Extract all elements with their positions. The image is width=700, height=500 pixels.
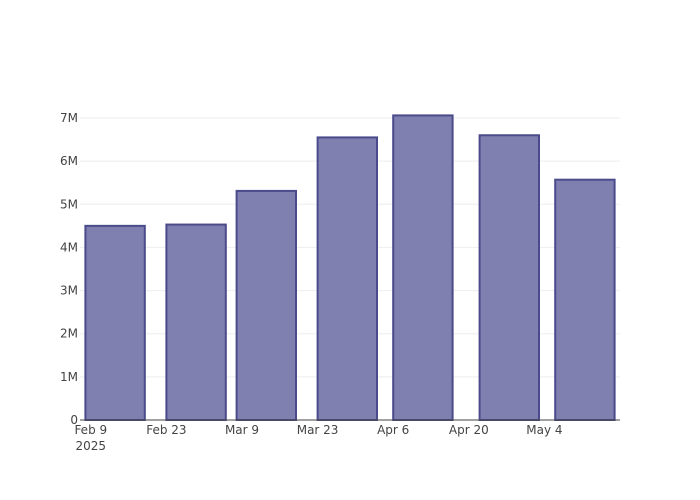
y-tick-label: 2M — [60, 327, 78, 341]
y-tick-label: 6M — [60, 154, 78, 168]
y-tick-label: 3M — [60, 284, 78, 298]
y-axis-ticks: 0 1M 2M 3M 4M 5M 6M 7M — [60, 111, 78, 427]
x-tick-label: Mar 9 — [225, 423, 259, 437]
bars — [84, 114, 616, 422]
bar — [554, 178, 616, 421]
bar — [235, 189, 298, 421]
x-tick-label: Apr 20 — [449, 423, 489, 437]
y-tick-label: 5M — [60, 197, 78, 211]
y-tick-label: 7M — [60, 111, 78, 125]
x-axis-ticks: Feb 9 2025 Feb 23 Mar 9 Mar 23 Apr 6 Apr 20 May… — [74, 423, 562, 453]
x-tick-label: Mar 23 — [297, 423, 339, 437]
y-tick-label: 4M — [60, 240, 78, 254]
bar — [316, 136, 379, 422]
x-tick-year-label: 2025 — [76, 439, 107, 453]
y-tick-label: 0 — [70, 413, 78, 427]
bar — [84, 224, 146, 421]
x-tick-label: Feb 9 — [74, 423, 107, 437]
x-tick-label: Feb 23 — [146, 423, 186, 437]
x-tick-label: Apr 6 — [377, 423, 409, 437]
y-tick-label: 1M — [60, 370, 78, 384]
bar — [392, 114, 454, 421]
bar — [478, 134, 541, 421]
bar — [165, 223, 227, 421]
x-tick-label: May 4 — [526, 423, 562, 437]
